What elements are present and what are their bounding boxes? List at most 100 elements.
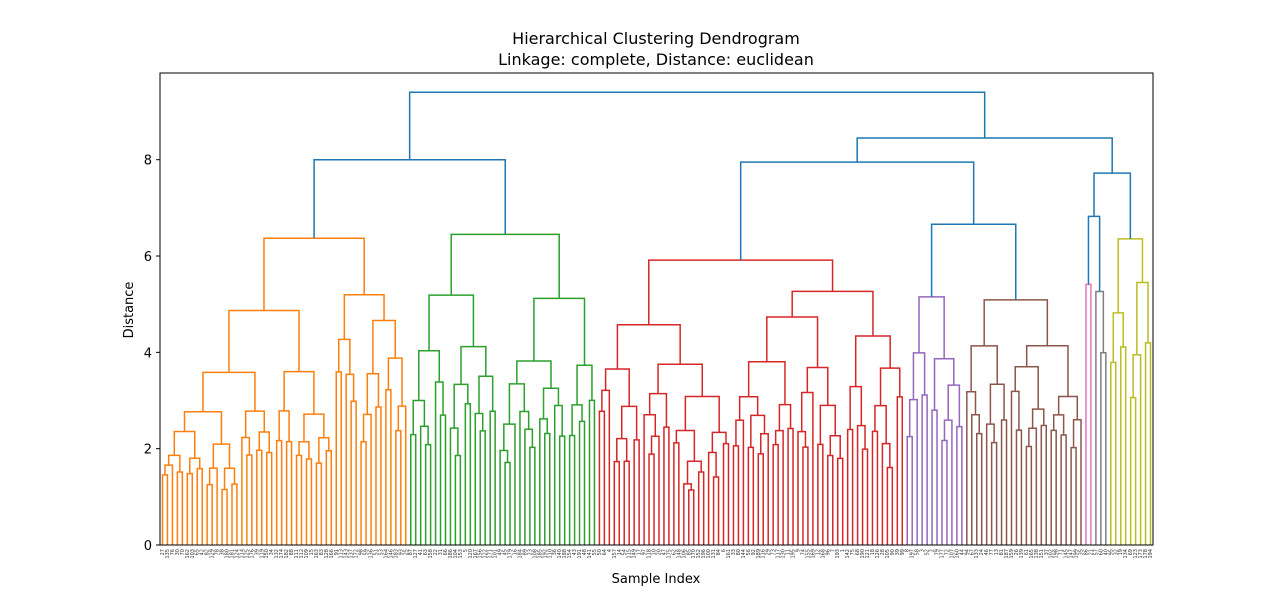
leaf-label: 26 — [1014, 549, 1020, 555]
leaf-label: 35 — [1079, 549, 1085, 555]
leaf-label: 176 — [249, 549, 255, 559]
dendrogram-link — [337, 338, 351, 375]
leaf-label: 18 — [870, 549, 876, 555]
leaf-label: 57 — [1093, 549, 1099, 555]
leaf-label: 12 — [815, 549, 821, 555]
dendrogram-link — [1025, 345, 1069, 397]
leaf-label: 145 — [1064, 549, 1070, 559]
dendrogram-link — [503, 423, 516, 545]
dendrogram-link — [598, 410, 606, 545]
leaf-label: 73 — [771, 549, 777, 555]
dendrogram-link — [360, 441, 367, 545]
leaf-label: 185 — [537, 549, 543, 559]
dendrogram-link — [1028, 427, 1038, 545]
leaf-label: 19 — [1118, 549, 1124, 555]
leaf-label: 102 — [1049, 549, 1055, 559]
dendrogram-link — [601, 389, 611, 545]
dendrogram-link — [1060, 434, 1067, 545]
dendrogram-link — [424, 443, 432, 545]
dendrogram-link — [285, 440, 293, 545]
leaf-label: 128 — [324, 549, 330, 559]
dendrogram-link — [774, 429, 784, 545]
dendrogram-link — [941, 439, 948, 545]
leaf-label: 155 — [805, 549, 811, 559]
dendrogram-link — [1087, 215, 1101, 292]
leaf-label: 99 — [900, 549, 906, 555]
leaf-label: 77 — [989, 549, 995, 555]
leaf-label: 121 — [865, 549, 871, 559]
dendrogram-link — [1095, 290, 1105, 545]
leaf-label: 40 — [1103, 549, 1109, 555]
leaf-label: 126 — [875, 549, 881, 559]
leaf-label: 115 — [627, 549, 633, 559]
dendrogram-link — [683, 483, 693, 545]
dendrogram-link — [489, 410, 496, 545]
leaf-label: 31 — [438, 549, 444, 555]
leaf-label: 88 — [289, 549, 295, 555]
dendrogram-link — [439, 414, 447, 545]
y-axis-label: Distance — [122, 282, 137, 339]
dendrogram-link — [228, 309, 300, 373]
leaf-label: 81 — [999, 549, 1005, 555]
dendrogram-link — [616, 437, 628, 462]
leaf-label: 162 — [185, 549, 191, 559]
dendrogram-link — [648, 259, 834, 325]
dendrogram-link — [295, 454, 303, 545]
leaf-label: 160 — [954, 549, 960, 559]
dendrogram-link — [930, 223, 1017, 300]
dendrogram-link — [931, 409, 938, 545]
dendrogram-link — [258, 431, 270, 453]
dendrogram-link — [558, 435, 566, 545]
dendrogram-link — [750, 414, 766, 448]
leaf-label: 15 — [309, 549, 315, 555]
dendrogram-link — [778, 403, 792, 431]
dendrogram-link — [650, 435, 660, 545]
leaf-label: 197 — [910, 549, 916, 559]
leaf-label: 29 — [766, 549, 772, 555]
dendrogram-link — [412, 399, 426, 435]
dendrogram-link — [305, 458, 313, 545]
dendrogram-link — [449, 427, 459, 545]
leaf-label: 93 — [398, 549, 404, 555]
leaf-label: 5 — [463, 549, 469, 552]
leaf-label: 22 — [433, 549, 439, 555]
chart-title: Hierarchical Clustering Dendrogram — [512, 29, 800, 48]
dendrogram-link — [202, 371, 256, 412]
leaf-label: 33 — [731, 549, 737, 555]
leaf-label: 146 — [388, 549, 394, 559]
leaf-label: 149 — [632, 549, 638, 559]
leaf-label: 124 — [234, 549, 240, 559]
dendrogram-links — [161, 91, 1152, 545]
dendrogram-link — [345, 373, 355, 545]
dendrogram-link — [613, 460, 621, 545]
leaf-label: 3 — [920, 549, 926, 552]
dendrogram-link — [1040, 424, 1047, 545]
leaf-label: 159 — [1009, 549, 1015, 559]
leaf-label: 28 — [880, 549, 886, 555]
leaf-label: 122 — [483, 549, 489, 559]
leaf-label: 17 — [637, 549, 643, 555]
dendrogram-link — [1025, 445, 1033, 545]
leaf-label: 177 — [939, 549, 945, 559]
dendrogram-link — [1117, 238, 1144, 313]
dendrogram-link — [408, 91, 986, 160]
leaf-label: 90 — [890, 549, 896, 555]
dendrogram-link — [1072, 418, 1082, 545]
dendrogram-link — [827, 454, 834, 545]
leaf-label: 120 — [468, 549, 474, 559]
dendrogram-link — [176, 471, 184, 545]
dendrogram-link — [539, 418, 549, 545]
leaf-label: 140 — [557, 549, 563, 559]
dendrogram-link — [1052, 414, 1065, 436]
leaf-label: 76 — [170, 549, 176, 555]
leaf-label: 38 — [220, 549, 226, 555]
leaf-label: 97 — [642, 549, 648, 555]
dendrogram-link — [648, 392, 668, 428]
leaf-label: 166 — [329, 549, 335, 559]
dendrogram-link — [313, 158, 506, 239]
dendrogram-link — [533, 297, 586, 366]
dendrogram-link — [772, 443, 779, 545]
leaf-label: 48 — [582, 549, 588, 555]
dendrogram-link — [791, 290, 874, 337]
leaf-label: 23 — [527, 549, 533, 555]
